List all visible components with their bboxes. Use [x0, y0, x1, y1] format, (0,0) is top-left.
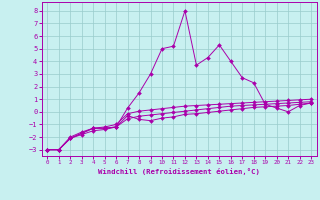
X-axis label: Windchill (Refroidissement éolien,°C): Windchill (Refroidissement éolien,°C) [98, 168, 260, 175]
